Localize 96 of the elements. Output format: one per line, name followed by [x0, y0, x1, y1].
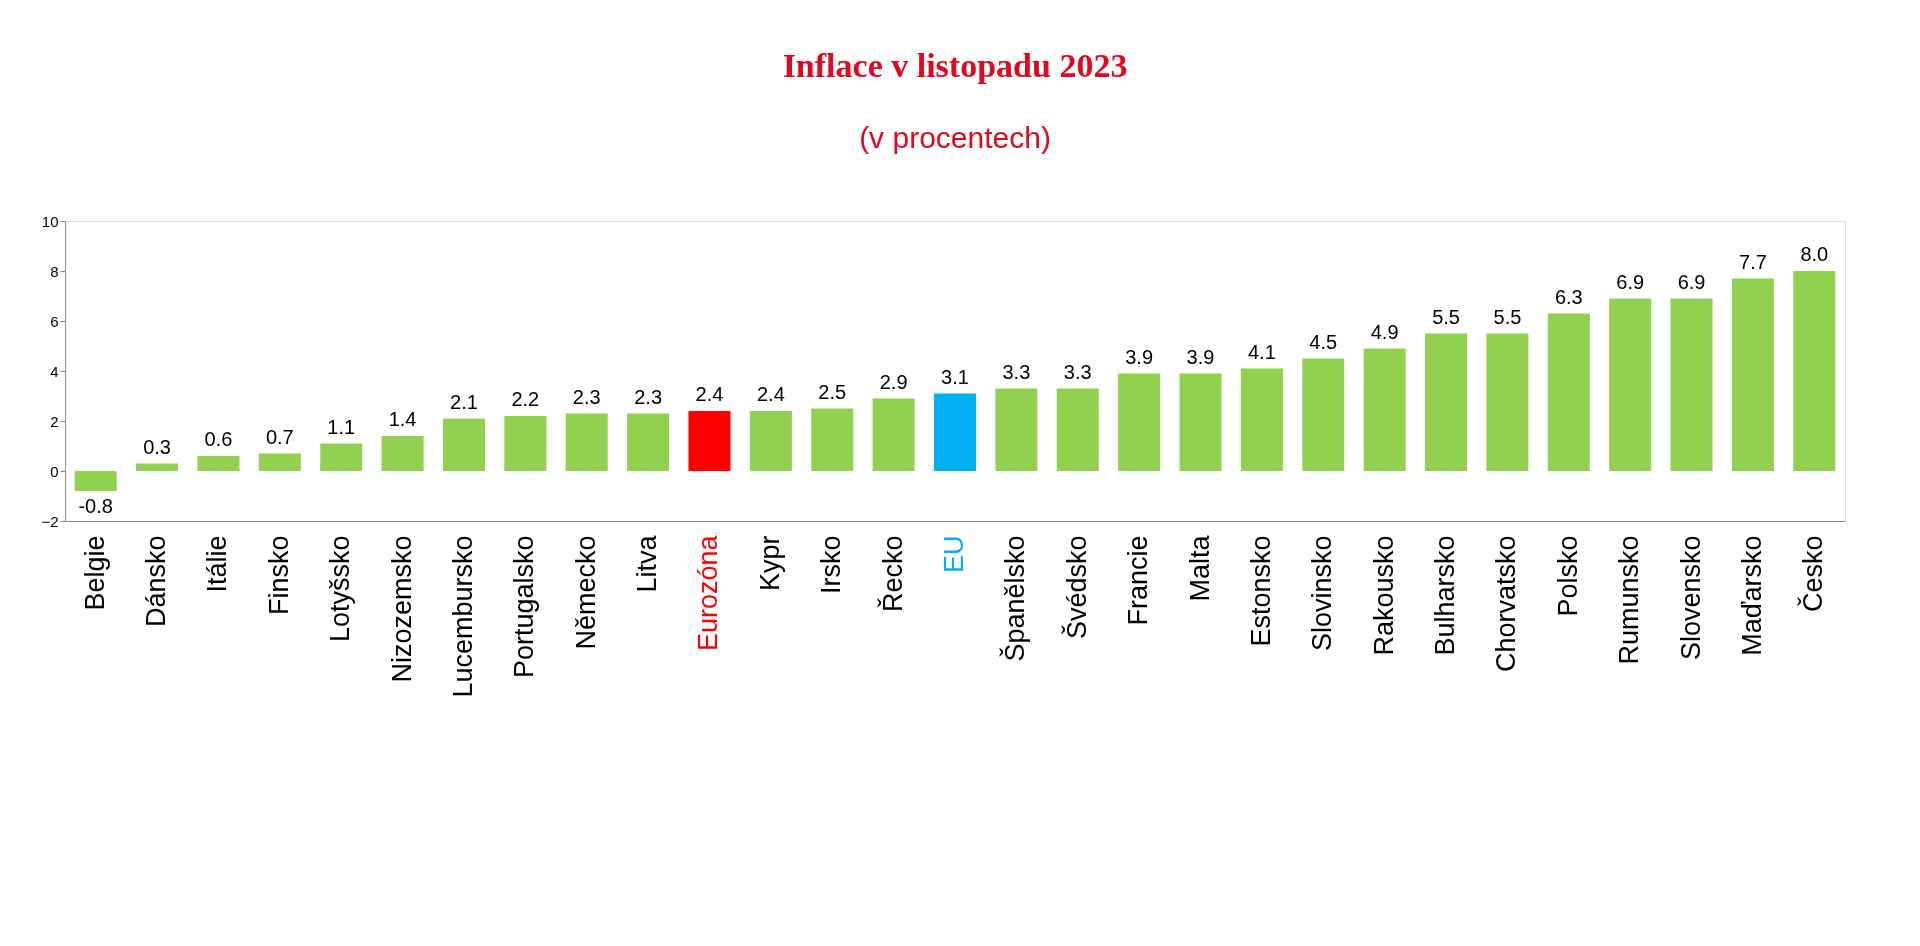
- bar: [1363, 348, 1406, 471]
- bar: [749, 411, 792, 471]
- bar: [565, 413, 608, 471]
- x-tick-label: Eurozóna: [693, 534, 724, 652]
- bar: [442, 418, 485, 471]
- x-tick-label: Lotyšsko: [325, 535, 356, 643]
- data-label: 4.1: [1247, 340, 1276, 363]
- data-label: 6.3: [1554, 285, 1583, 308]
- data-label: 3.9: [1186, 345, 1215, 368]
- x-tick-label: Maďarsko: [1736, 535, 1767, 656]
- data-label: 3.9: [1125, 345, 1154, 368]
- y-tick-label: 0: [50, 462, 59, 480]
- bar: [504, 416, 547, 471]
- bar: [1793, 271, 1836, 471]
- bar: [1731, 278, 1774, 471]
- x-tick-label: Irsko: [816, 535, 847, 595]
- bar: [1609, 298, 1652, 471]
- y-tick-label: 8: [50, 262, 59, 280]
- y-tick-label: 4: [50, 362, 59, 380]
- x-tick-label: Portugalsko: [509, 535, 540, 679]
- x-tick-label: Bulharsko: [1430, 535, 1461, 656]
- data-label: 8.0: [1800, 243, 1829, 265]
- data-label: 0.6: [204, 428, 233, 450]
- y-tick-label: 2: [50, 412, 59, 430]
- x-tick-label: EU: [939, 535, 969, 574]
- x-tick-label: Itálie: [202, 535, 233, 593]
- data-label: 2.9: [879, 370, 908, 393]
- bar: [320, 443, 363, 471]
- x-tick-label: Rumunsko: [1614, 535, 1645, 665]
- data-label: 2.3: [572, 385, 601, 408]
- bar: [934, 393, 976, 471]
- y-tick-label: 6: [50, 312, 59, 330]
- bar: [688, 411, 731, 471]
- x-tick-label: Rakousko: [1368, 535, 1399, 656]
- x-tick-label: Řecko: [876, 535, 908, 613]
- x-tick-label: Estonsko: [1245, 535, 1276, 647]
- data-label: 2.5: [818, 380, 847, 403]
- x-tick-label: Španělsko: [999, 535, 1031, 662]
- x-tick-label: Dánsko: [141, 535, 172, 628]
- bar: [1547, 313, 1590, 471]
- x-tick-label: Slovensko: [1675, 535, 1706, 661]
- data-label: 5.5: [1493, 305, 1522, 328]
- chart-subtitle: (v procentech): [859, 121, 1051, 154]
- x-tick-label: Nizozemsko: [386, 535, 417, 683]
- x-tick-label: Česko: [1797, 535, 1829, 613]
- x-tick-label: Lucembursko: [447, 535, 478, 698]
- bar: [995, 388, 1038, 471]
- data-label: 5.5: [1432, 305, 1460, 328]
- bar: [1179, 373, 1222, 471]
- x-tick-label: Malta: [1184, 534, 1215, 602]
- data-label: 0.7: [265, 425, 294, 448]
- bar: [811, 408, 854, 471]
- data-label: 6.9: [1616, 270, 1645, 293]
- bar: [1670, 298, 1713, 471]
- bar: [1118, 373, 1161, 471]
- y-tick-label: 10: [41, 212, 59, 230]
- bar: [1302, 358, 1345, 471]
- bar: [1056, 388, 1099, 471]
- y-tick-label: −2: [41, 512, 59, 530]
- data-label: 1.1: [327, 415, 356, 438]
- x-tick-label: Belgie: [79, 535, 110, 611]
- data-label: 7.7: [1739, 250, 1767, 273]
- bar: [1486, 333, 1529, 471]
- data-label: 2.4: [756, 383, 785, 405]
- x-tick-label: Německo: [570, 535, 601, 650]
- data-label: 2.3: [634, 385, 663, 408]
- data-label: 1.4: [388, 408, 417, 430]
- x-tick-label: Finsko: [263, 535, 294, 616]
- bar: [872, 398, 915, 471]
- data-label: 4.5: [1309, 330, 1338, 353]
- data-label: 3.1: [941, 365, 969, 388]
- bar: [74, 471, 117, 491]
- data-label: 4.9: [1370, 320, 1399, 343]
- chart-title: Inflace v listopadu 2023: [782, 47, 1128, 84]
- x-tick-label: Kypr: [754, 535, 785, 592]
- bar: [136, 463, 179, 471]
- x-tick-label: Švédsko: [1060, 535, 1092, 640]
- x-tick-label: Litva: [632, 534, 663, 593]
- data-label: 3.3: [1063, 360, 1092, 383]
- data-label: 6.9: [1677, 270, 1706, 293]
- bar: [197, 456, 240, 471]
- x-tick-label: Polsko: [1552, 535, 1583, 617]
- data-label: 0.3: [143, 435, 171, 458]
- bar: [1425, 333, 1468, 471]
- bar: [381, 436, 424, 471]
- data-label: 2.2: [511, 388, 540, 410]
- x-tick-label: Chorvatsko: [1491, 535, 1522, 673]
- bar: [258, 453, 301, 471]
- data-label: 2.1: [450, 390, 478, 413]
- data-label: 2.4: [695, 383, 724, 405]
- x-tick-label: Slovinsko: [1307, 535, 1338, 652]
- data-label: 3.3: [1002, 360, 1031, 383]
- data-label: -0.8: [78, 495, 113, 517]
- bar: [627, 413, 670, 471]
- x-tick-label: Francie: [1123, 535, 1154, 626]
- bar: [1240, 368, 1283, 471]
